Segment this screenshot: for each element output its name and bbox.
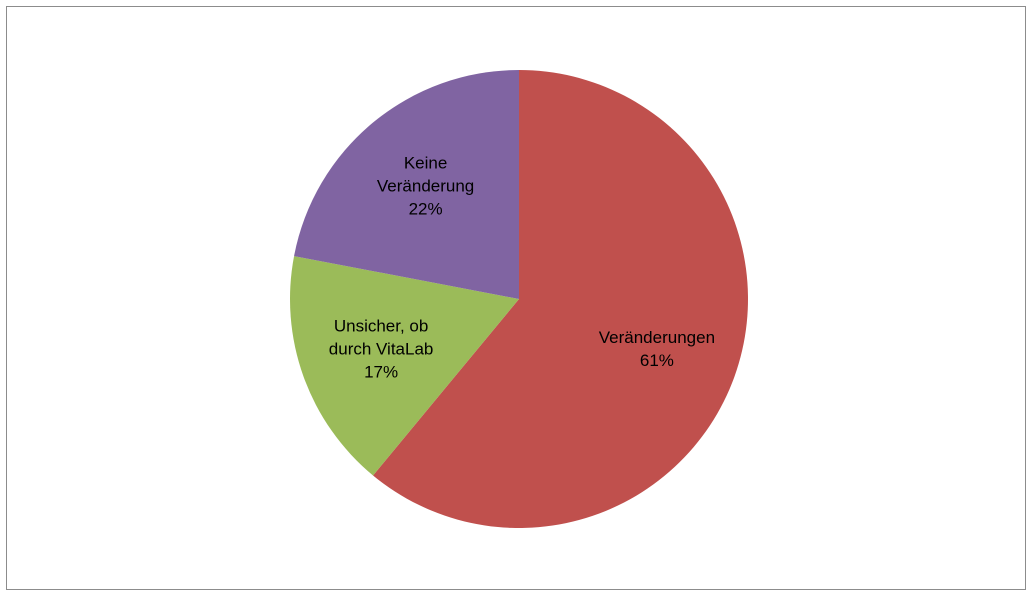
value-label: 22% bbox=[408, 199, 443, 219]
pie-slice bbox=[290, 256, 519, 476]
slice-label: Veränderungen 61% bbox=[595, 326, 719, 372]
pie-slice bbox=[373, 70, 748, 528]
slice-label: Unsicher, ob durch VitaLab 17% bbox=[319, 314, 443, 383]
value-label: 61% bbox=[639, 350, 674, 370]
value-label: 17% bbox=[364, 362, 399, 382]
category-label: Unsicher, ob durch VitaLab bbox=[328, 316, 434, 359]
category-label: Keine Veränderung bbox=[376, 153, 475, 196]
category-label: Veränderungen bbox=[598, 327, 716, 347]
slice-label: Keine Veränderung 22% bbox=[364, 152, 488, 221]
pie-slice bbox=[294, 70, 519, 299]
